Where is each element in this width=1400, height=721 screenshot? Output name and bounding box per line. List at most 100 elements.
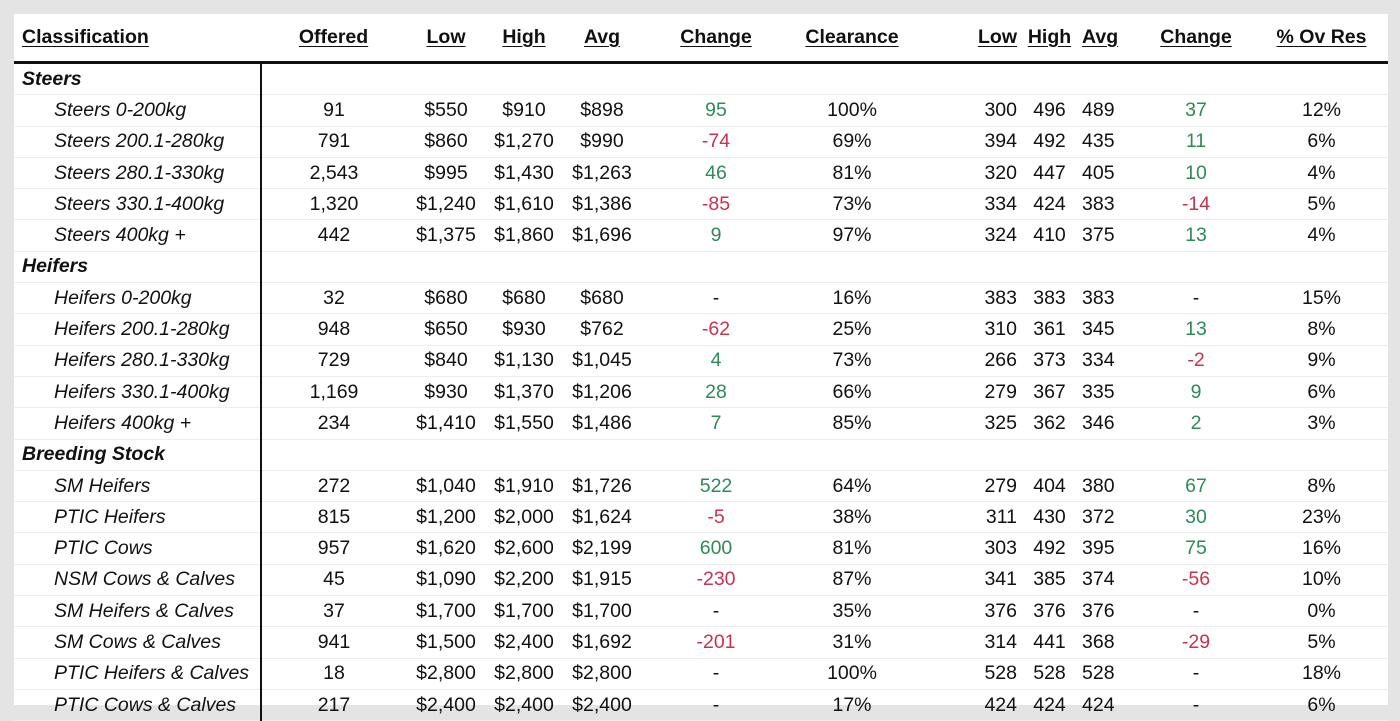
table-row: PTIC Cows & Calves 217 $2,400 $2,400 $2,400-…: [14, 689, 1388, 721]
price-change-cell: 7: [642, 407, 790, 440]
clearance-cell: 66%: [790, 376, 914, 409]
low-price-cell: $650: [406, 313, 486, 346]
empty-cell: [1255, 62, 1388, 96]
high-cpkg-cell: 376: [1020, 595, 1079, 628]
empty-cell: [790, 62, 914, 96]
avg-price-cell: $1,915: [562, 564, 642, 597]
avg-cpkg-cell: 435: [1079, 126, 1137, 158]
offered-cell: 729: [261, 345, 406, 377]
avg-price-cell: $1,386: [562, 188, 642, 221]
avg-cpkg-cell: 335: [1079, 376, 1137, 409]
clearance-cell: 81%: [790, 532, 914, 565]
cpkg-change-cell: 67: [1137, 470, 1255, 503]
cpkg-change-cell: -: [1137, 658, 1255, 690]
offered-cell: 45: [261, 564, 406, 597]
col-header-change-c: Change: [1137, 14, 1255, 64]
table-row: Steers 0-200kg 91 $550 $910 $898 95 100% 300 496…: [14, 94, 1388, 127]
avg-price-cell: $1,263: [562, 157, 642, 190]
classification-cell: Steers 280.1-330kg: [14, 157, 262, 190]
high-cpkg-cell: 410: [1020, 219, 1079, 252]
sale-results-table: Classification Offered Low High Avg Chan…: [14, 14, 1388, 721]
clearance-cell: 85%: [790, 407, 914, 440]
high-price-cell: $2,000: [486, 501, 562, 534]
low-cpkg-cell: 310: [914, 313, 1020, 346]
classification-cell: Steers 330.1-400kg: [14, 188, 262, 221]
low-price-cell: $1,240: [406, 188, 486, 221]
high-price-cell: $2,400: [486, 626, 562, 659]
low-cpkg-cell: 334: [914, 188, 1020, 221]
low-price-cell: $1,620: [406, 532, 486, 565]
avg-cpkg-cell: 489: [1079, 94, 1137, 127]
avg-price-cell: $2,800: [562, 658, 642, 690]
high-price-cell: $2,200: [486, 564, 562, 597]
cattle-sale-report-sheet: Classification Offered Low High Avg Chan…: [14, 14, 1388, 721]
offered-cell: 957: [261, 532, 406, 565]
ov-res-cell: 8%: [1255, 470, 1388, 503]
empty-cell: [562, 251, 642, 284]
offered-cell: 217: [261, 689, 406, 721]
offered-cell: 948: [261, 313, 406, 346]
empty-cell: [406, 439, 486, 471]
col-header-classification: Classification: [14, 14, 261, 64]
cpkg-change-cell: -: [1137, 595, 1255, 628]
empty-cell: [562, 439, 642, 471]
low-price-cell: $860: [406, 126, 486, 158]
empty-cell: [642, 251, 790, 284]
table-body: Steers Steers 0-200kg 91 $550 $910 $898 95 100%…: [14, 62, 1388, 721]
empty-cell: [1255, 251, 1388, 284]
price-change-cell: -: [642, 658, 790, 690]
avg-price-cell: $1,486: [562, 407, 642, 440]
price-change-cell: -201: [642, 626, 790, 659]
ov-res-cell: 6%: [1255, 689, 1388, 721]
ov-res-cell: 18%: [1255, 658, 1388, 690]
avg-price-cell: $898: [562, 94, 642, 127]
offered-cell: 442: [261, 219, 406, 252]
table-row: PTIC Heifers & Calves 18 $2,800 $2,800 $2,80…: [14, 658, 1388, 690]
price-change-cell: -: [642, 282, 790, 315]
price-change-cell: 46: [642, 157, 790, 190]
empty-cell: [1020, 439, 1079, 471]
high-price-cell: $1,610: [486, 188, 562, 221]
classification-cell: SM Cows & Calves: [14, 626, 262, 659]
low-cpkg-cell: 303: [914, 532, 1020, 565]
offered-cell: 791: [261, 126, 406, 158]
avg-cpkg-cell: 528: [1079, 658, 1137, 690]
high-price-cell: $1,550: [486, 407, 562, 440]
price-change-cell: 9: [642, 219, 790, 252]
price-change-cell: -230: [642, 564, 790, 597]
clearance-cell: 81%: [790, 157, 914, 190]
empty-cell: [914, 251, 1020, 284]
ov-res-cell: 3%: [1255, 407, 1388, 440]
offered-cell: 32: [261, 282, 406, 315]
cpkg-change-cell: -: [1137, 689, 1255, 721]
cpkg-change-cell: 2: [1137, 407, 1255, 440]
table-row: Heifers 280.1-330kg 729 $840 $1,130 $1,045 4 7…: [14, 345, 1388, 377]
col-header-low: Low: [406, 14, 486, 64]
empty-cell: [261, 62, 406, 96]
clearance-cell: 35%: [790, 595, 914, 628]
price-change-cell: 522: [642, 470, 790, 503]
avg-cpkg-cell: 424: [1079, 689, 1137, 721]
avg-cpkg-cell: 380: [1079, 470, 1137, 503]
avg-cpkg-cell: 395: [1079, 532, 1137, 565]
classification-cell: PTIC Cows & Calves: [14, 689, 262, 721]
ov-res-cell: 8%: [1255, 313, 1388, 346]
avg-cpkg-cell: 372: [1079, 501, 1137, 534]
cpkg-change-cell: 75: [1137, 532, 1255, 565]
high-price-cell: $930: [486, 313, 562, 346]
table-row: Steers 330.1-400kg 1,320 $1,240 $1,610 $1,38…: [14, 188, 1388, 221]
high-price-cell: $1,910: [486, 470, 562, 503]
avg-price-cell: $990: [562, 126, 642, 158]
cpkg-change-cell: 11: [1137, 126, 1255, 158]
ov-res-cell: 23%: [1255, 501, 1388, 534]
high-price-cell: $910: [486, 94, 562, 127]
offered-cell: 941: [261, 626, 406, 659]
empty-cell: [486, 62, 562, 96]
cpkg-change-cell: 13: [1137, 219, 1255, 252]
low-price-cell: $1,200: [406, 501, 486, 534]
classification-cell: SM Heifers & Calves: [14, 595, 262, 628]
avg-price-cell: $1,700: [562, 595, 642, 628]
low-cpkg-cell: 314: [914, 626, 1020, 659]
cpkg-change-cell: -2: [1137, 345, 1255, 377]
high-price-cell: $2,600: [486, 532, 562, 565]
